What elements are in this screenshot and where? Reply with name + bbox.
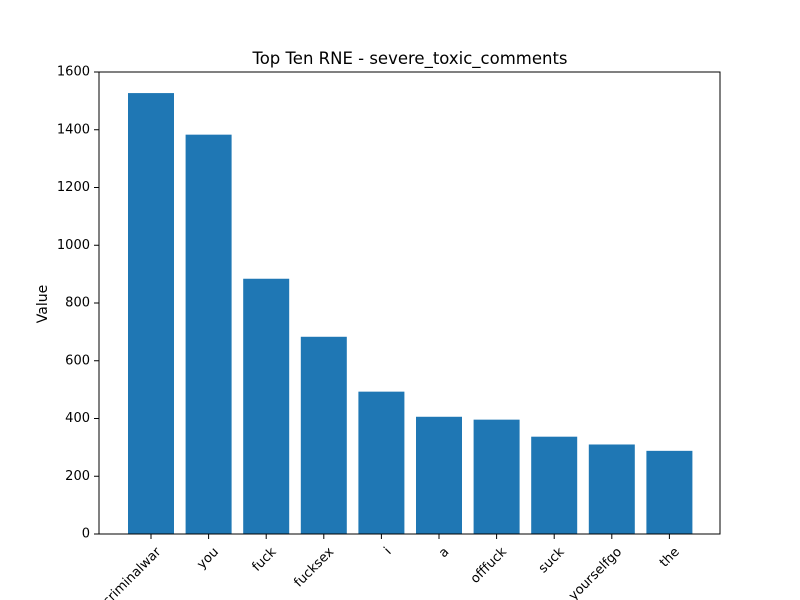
y-tick-label: 600	[65, 353, 90, 368]
x-tick-label: i	[382, 545, 395, 558]
y-tick-label: 1000	[57, 238, 90, 253]
bar-yourselfgo	[588, 444, 635, 534]
bar-a	[416, 416, 462, 534]
x-tick-label: suck	[536, 544, 568, 576]
x-tick-label: criminalwar	[100, 544, 165, 600]
x-tick-label: yourselfgo	[566, 545, 625, 600]
bar-the	[646, 450, 693, 534]
x-tick-label: the	[657, 545, 683, 571]
y-tick-label: 1200	[57, 180, 90, 195]
bar-i	[358, 391, 405, 534]
y-tick-label: 800	[65, 296, 90, 311]
x-tick-label: you	[194, 545, 221, 572]
y-axis-label: Value	[35, 285, 51, 323]
bar-offfuck	[473, 419, 520, 534]
y-tick-label: 1400	[57, 122, 90, 137]
x-tick-label: fucksex	[291, 544, 337, 590]
y-tick-label: 400	[65, 411, 90, 426]
x-tick-label: fuck	[249, 544, 279, 574]
y-axis-ticks: 0 200 400 600 800 1000 1200 1400 1600	[57, 65, 99, 542]
bar-fuck	[243, 278, 290, 534]
bar-criminalwar	[128, 93, 174, 534]
y-tick-label: 1600	[57, 65, 90, 80]
bar-suck	[531, 436, 578, 534]
bars-group	[128, 93, 693, 534]
x-axis-ticks: criminalwar you fuck fucksex i a offfuck suckyo…	[100, 534, 683, 600]
x-tick-label: offfuck	[468, 544, 510, 586]
y-tick-label: 0	[82, 527, 90, 542]
y-tick-label: 200	[65, 469, 90, 484]
x-tick-label: a	[436, 545, 452, 561]
bar-fucksex	[300, 336, 347, 534]
chart-title: Top Ten RNE - severe_toxic_comments	[251, 49, 567, 69]
bar-you	[185, 134, 232, 534]
plot-area-frame	[98, 71, 721, 535]
